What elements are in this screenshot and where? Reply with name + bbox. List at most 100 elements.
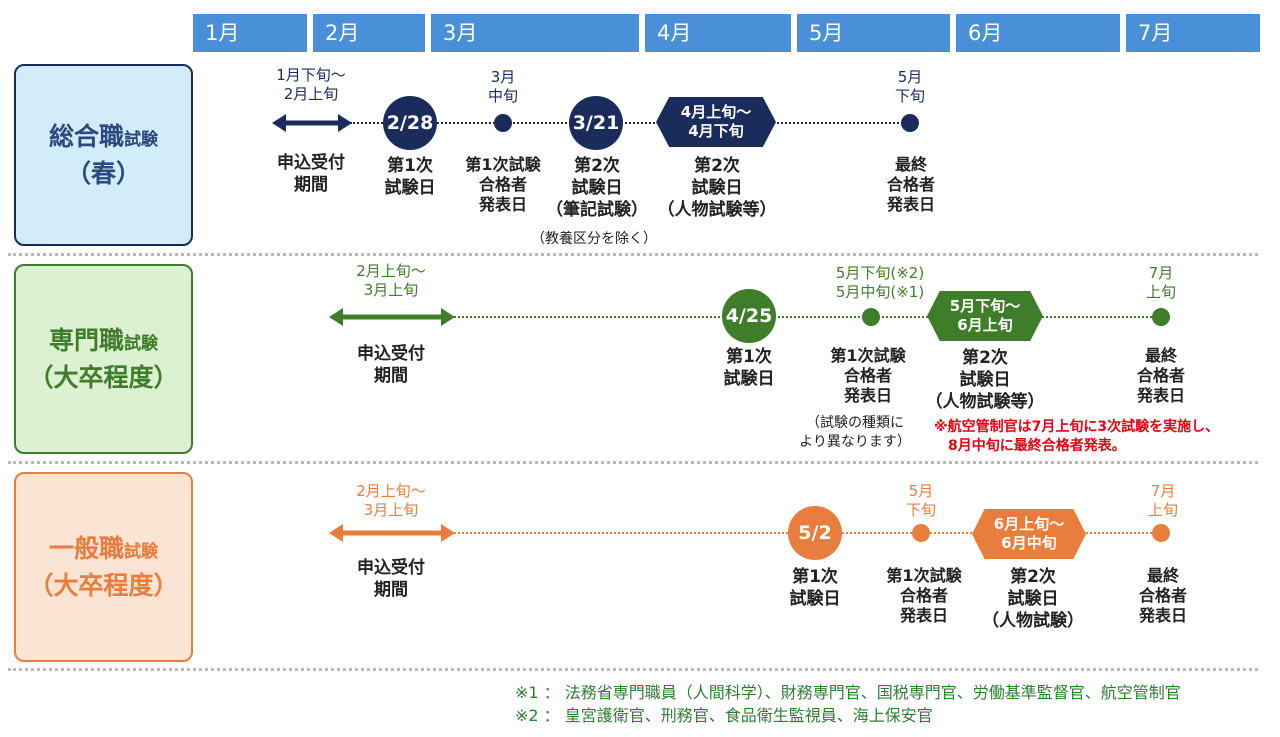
range-line: 6月上旬～	[993, 515, 1065, 533]
first-exam-caption-sogo: 第1次 試験日	[385, 155, 436, 199]
apply-range-sogo: 1月下旬～ 2月上旬	[276, 66, 346, 104]
caption-line: 第1次	[387, 156, 433, 176]
caption-line: 発表日	[886, 195, 936, 214]
caption-line: 期間	[374, 366, 408, 386]
range-line: 6月中旬	[1001, 534, 1057, 552]
caption-line: 合格者	[886, 175, 936, 194]
apply-arrow-ippan	[329, 524, 455, 542]
category-title: 一般職	[48, 533, 124, 563]
month-7: 7月	[1126, 14, 1260, 52]
time-line: 3月	[490, 68, 516, 86]
second-written-date-sogo: 3/21	[569, 96, 623, 150]
month-5: 5月	[797, 14, 950, 52]
category-title-small: 試験	[124, 129, 158, 150]
caption-line: 第1次	[726, 347, 772, 367]
time-line: 7月	[1150, 482, 1176, 500]
category-subtitle: （春）	[65, 158, 141, 188]
caption-line: （人物試験）	[982, 611, 1084, 631]
caption-line: 発表日	[1136, 386, 1186, 405]
final-marker-ippan	[1152, 524, 1170, 542]
caption-line: 第2次	[962, 348, 1008, 368]
category-subtitle: （大卒程度）	[28, 362, 179, 392]
caption-line: 発表日	[843, 386, 893, 405]
apply-range-ippan: 2月上旬～ 3月上旬	[356, 482, 426, 520]
category-ippan: 一般職試験 （大卒程度）	[14, 472, 193, 662]
caption-line: 申込受付	[357, 344, 425, 364]
range-line: 4月下旬	[688, 122, 744, 140]
month-4: 4月	[645, 14, 791, 52]
month-1: 1月	[193, 14, 307, 52]
caption-line: 第1次試験	[465, 155, 541, 174]
timeline-sogo	[350, 122, 910, 124]
caption-line: 合格者	[843, 366, 893, 385]
first-result-marker-sogo	[494, 114, 512, 132]
second-caption-ippan: 第2次 試験日 （人物試験）	[982, 566, 1084, 632]
caption-line: 発表日	[1138, 606, 1188, 625]
final-marker-sogo	[901, 114, 919, 132]
category-title: 総合職	[48, 121, 124, 151]
category-sogo: 総合職試験 （春）	[14, 64, 193, 246]
apply-caption-ippan: 申込受付 期間	[357, 557, 425, 601]
red-note-line: 8月中旬に最終合格者発表。	[948, 438, 1126, 454]
category-senmon: 専門職試験 （大卒程度）	[14, 264, 193, 454]
caption-line: 第1次試験	[886, 566, 962, 585]
apply-range-line: 1月下旬～	[276, 66, 346, 84]
range-line: 4月上旬～	[680, 103, 752, 121]
footnote-2: ※2 ： 皇宮護衛官、刑務官、食品衛生監視員、海上保安官	[515, 706, 933, 725]
category-title: 専門職	[48, 325, 124, 355]
second-written-caption-sogo: 第2次 試験日 （筆記試験）	[546, 155, 648, 221]
category-subtitle: （大卒程度）	[28, 570, 179, 600]
apply-range-line: 2月上旬～	[356, 262, 426, 280]
time-line: 上旬	[1145, 283, 1177, 301]
caption-line: 最終	[1144, 346, 1178, 365]
footnote-1: ※1 ： 法務省専門職員（人間科学）、財務専門官、国税専門官、労働基準監督官、航…	[515, 683, 1181, 702]
caption-line: 第1次試験	[830, 346, 906, 365]
apply-range-line: 3月上旬	[363, 501, 419, 519]
time-line: 中旬	[487, 87, 519, 105]
apply-range-line: 2月上旬～	[356, 482, 426, 500]
caption-line: 試験日	[789, 589, 841, 609]
final-caption-ippan: 最終 合格者 発表日	[1139, 566, 1187, 626]
second-caption-senmon: 第2次 試験日 （人物試験等）	[926, 347, 1045, 413]
apply-range-line: 3月上旬	[363, 281, 419, 299]
category-title-small: 試験	[124, 333, 158, 354]
apply-caption-sogo: 申込受付 期間	[277, 152, 345, 196]
red-note-senmon: ※航空管制官は7月上旬に3次試験を実施し、 8月中旬に最終合格者発表。	[934, 418, 1219, 456]
caption-line: 第2次	[574, 156, 620, 176]
first-exam-caption-ippan: 第1次 試験日	[790, 566, 841, 610]
caption-line: 試験日	[959, 370, 1011, 390]
caption-line: 期間	[294, 175, 328, 195]
range-line: 5月下旬～	[949, 297, 1021, 315]
caption-line: （人物試験等）	[925, 392, 1045, 412]
range-line: 6月上旬	[957, 316, 1013, 334]
caption-line: 申込受付	[357, 558, 425, 578]
final-caption-senmon: 最終 合格者 発表日	[1137, 346, 1185, 406]
timeline-senmon	[450, 316, 1160, 318]
final-time-sogo: 5月 下旬	[895, 68, 925, 106]
caption-line: 合格者	[478, 175, 528, 194]
apply-range-senmon: 2月上旬～ 3月上旬	[356, 262, 426, 300]
apply-range-line: 2月上旬	[283, 85, 339, 103]
first-result-caption-sogo: 第1次試験 合格者 発表日	[465, 155, 540, 215]
second-range-senmon: 5月下旬～ 6月上旬	[927, 291, 1043, 341]
caption-line: 第2次	[694, 156, 740, 176]
caption-line: 合格者	[899, 586, 949, 605]
final-caption-sogo: 最終 合格者 発表日	[887, 155, 935, 215]
caption-line: 合格者	[1136, 366, 1186, 385]
caption-line: 発表日	[899, 606, 949, 625]
caption-line: 申込受付	[277, 153, 345, 173]
first-result-time-senmon: 5月下旬(※2) 5月中旬(※1)	[836, 264, 924, 302]
first-result-note-senmon: （試験の種類に より異なります）	[799, 414, 911, 452]
first-result-marker-senmon	[862, 308, 880, 326]
caption-line: 試験日	[691, 178, 743, 198]
time-line: 5月中旬(※1)	[835, 283, 925, 301]
first-exam-date-senmon: 4/25	[722, 289, 776, 343]
first-result-marker-ippan	[912, 524, 930, 542]
time-line: 7月	[1148, 264, 1174, 282]
final-marker-senmon	[1152, 308, 1170, 326]
final-time-ippan: 7月 上旬	[1148, 482, 1178, 520]
final-time-senmon: 7月 上旬	[1146, 264, 1176, 302]
caption-line: 試験日	[723, 369, 775, 389]
category-title-small: 試験	[124, 541, 158, 562]
row-separator	[8, 668, 1258, 671]
